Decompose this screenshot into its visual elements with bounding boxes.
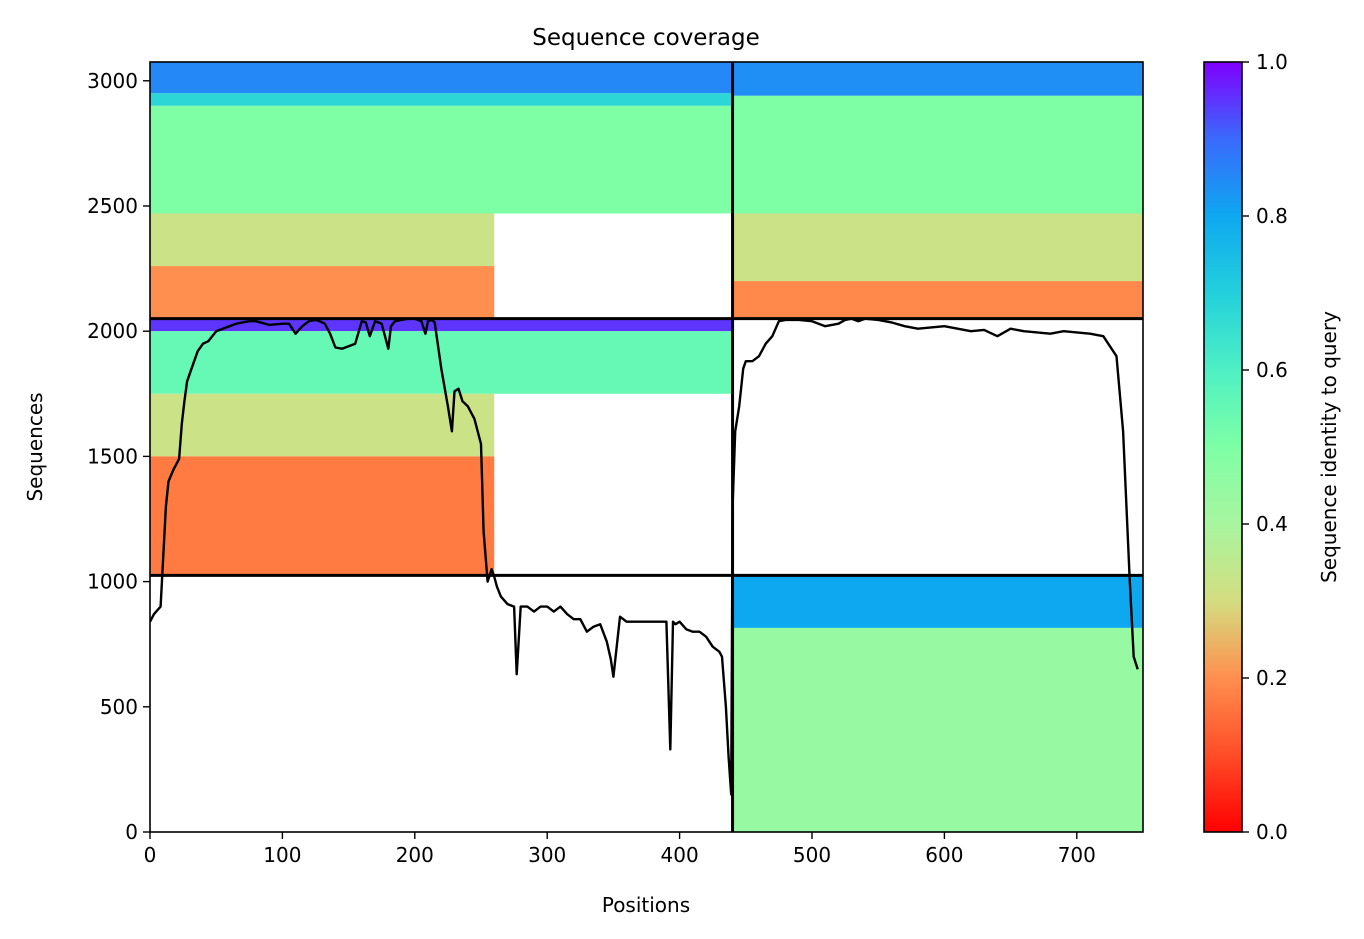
block-bottom-right (732, 575, 1143, 832)
x-axis-label: Positions (602, 893, 690, 917)
x-tick-label: 600 (925, 843, 963, 867)
block-top-left (150, 62, 733, 319)
identity-band (150, 266, 495, 319)
plot-area (150, 62, 1143, 832)
colorbar: 0.0 0.2 0.4 0.6 0.8 1.0 Sequence identity to … (1203, 50, 1341, 844)
colorbar-tick-label: 0.0 (1256, 820, 1288, 844)
y-axis-label: Sequences (23, 392, 47, 501)
coverage-line (150, 317, 1139, 796)
x-tick-label: 400 (661, 843, 699, 867)
x-tick-label: 300 (528, 843, 566, 867)
plot-frame (149, 61, 1144, 833)
identity-band (150, 93, 733, 106)
block-middle-left (150, 318, 733, 576)
colorbar-ticks: 0.0 0.2 0.4 0.6 0.8 1.0 (1242, 50, 1288, 844)
identity-band (150, 393, 495, 457)
colorbar-label: Sequence identity to query (1317, 311, 1341, 583)
colorbar-tick-label: 0.6 (1256, 358, 1288, 382)
colorbar-tick-label: 0.4 (1256, 512, 1288, 536)
identity-band (150, 105, 733, 214)
x-axis-ticks: 0 100 200 300 400 500 600 700 (144, 832, 1096, 867)
x-tick-label: 0 (144, 843, 157, 867)
colorbar-gradient (1204, 62, 1242, 832)
identity-band (150, 62, 733, 94)
chart-title: Sequence coverage (532, 25, 760, 51)
identity-band (150, 318, 733, 332)
colorbar-tick-label: 0.2 (1256, 666, 1288, 690)
block-top-right (732, 62, 1143, 319)
identity-band (732, 95, 1143, 214)
y-tick-label: 3000 (87, 69, 138, 93)
y-tick-label: 2000 (87, 319, 138, 343)
x-tick-label: 100 (263, 843, 301, 867)
y-tick-label: 500 (100, 695, 138, 719)
y-tick-label: 0 (125, 820, 138, 844)
y-tick-label: 2500 (87, 194, 138, 218)
x-tick-label: 500 (793, 843, 831, 867)
identity-band (732, 213, 1143, 282)
identity-band (732, 62, 1143, 96)
identity-band (150, 213, 495, 267)
colorbar-frame (1203, 61, 1243, 833)
colorbar-tick-label: 1.0 (1256, 50, 1288, 74)
y-axis-ticks: 0 500 1000 1500 2000 2500 3000 (87, 69, 150, 844)
identity-band (150, 456, 495, 576)
y-tick-label: 1000 (87, 570, 138, 594)
colorbar-tick-label: 0.8 (1256, 204, 1288, 228)
x-tick-label: 700 (1058, 843, 1096, 867)
x-tick-label: 200 (396, 843, 434, 867)
identity-band (732, 575, 1143, 628)
identity-band (732, 627, 1143, 832)
identity-blocks (150, 62, 1143, 832)
y-tick-label: 1500 (87, 444, 138, 468)
identity-band (732, 281, 1143, 319)
